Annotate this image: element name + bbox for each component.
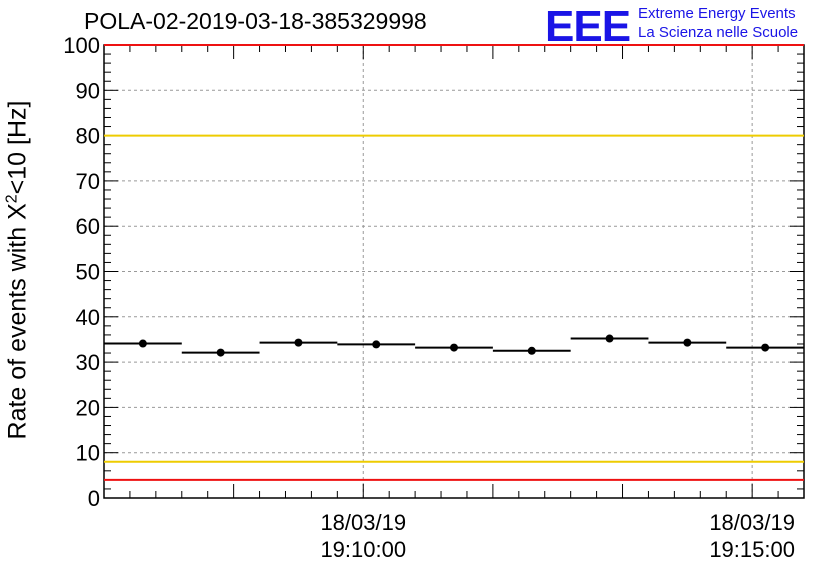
x-tick-label-date: 18/03/19 — [320, 510, 406, 535]
y-tick-label: 60 — [76, 214, 100, 239]
y-tick-label: 100 — [63, 33, 100, 58]
data-point — [216, 348, 225, 357]
y-tick-label: 20 — [76, 395, 100, 420]
logo-caption: Extreme Energy Events La Scienza nelle S… — [638, 4, 798, 42]
y-tick-label: 40 — [76, 305, 100, 330]
y-tick-label: 90 — [76, 78, 100, 103]
x-tick-label-time: 19:10:00 — [320, 537, 406, 562]
y-tick-label: 10 — [76, 441, 100, 466]
y-tick-label: 80 — [76, 124, 100, 149]
data-point — [605, 334, 614, 343]
x-tick-label-date: 18/03/19 — [709, 510, 795, 535]
y-tick-label: 30 — [76, 350, 100, 375]
x-tick-label-time: 19:15:00 — [709, 537, 795, 562]
logo-caption-line2: La Scienza nelle Scuole — [638, 24, 799, 41]
data-point — [683, 338, 692, 347]
data-point — [294, 338, 303, 347]
y-tick-label: 0 — [88, 486, 100, 511]
data-point — [527, 346, 536, 355]
chart-title: POLA-02-2019-03-18-385329998 — [84, 8, 427, 34]
data-point — [372, 340, 381, 349]
eee-logo: EEE — [545, 2, 631, 51]
y-tick-label: 50 — [76, 260, 100, 285]
data-point — [138, 339, 147, 348]
logo-caption-line1: Extreme Energy Events — [638, 5, 796, 22]
y-tick-label: 70 — [76, 169, 100, 194]
data-point — [761, 343, 770, 352]
data-point — [450, 343, 458, 352]
